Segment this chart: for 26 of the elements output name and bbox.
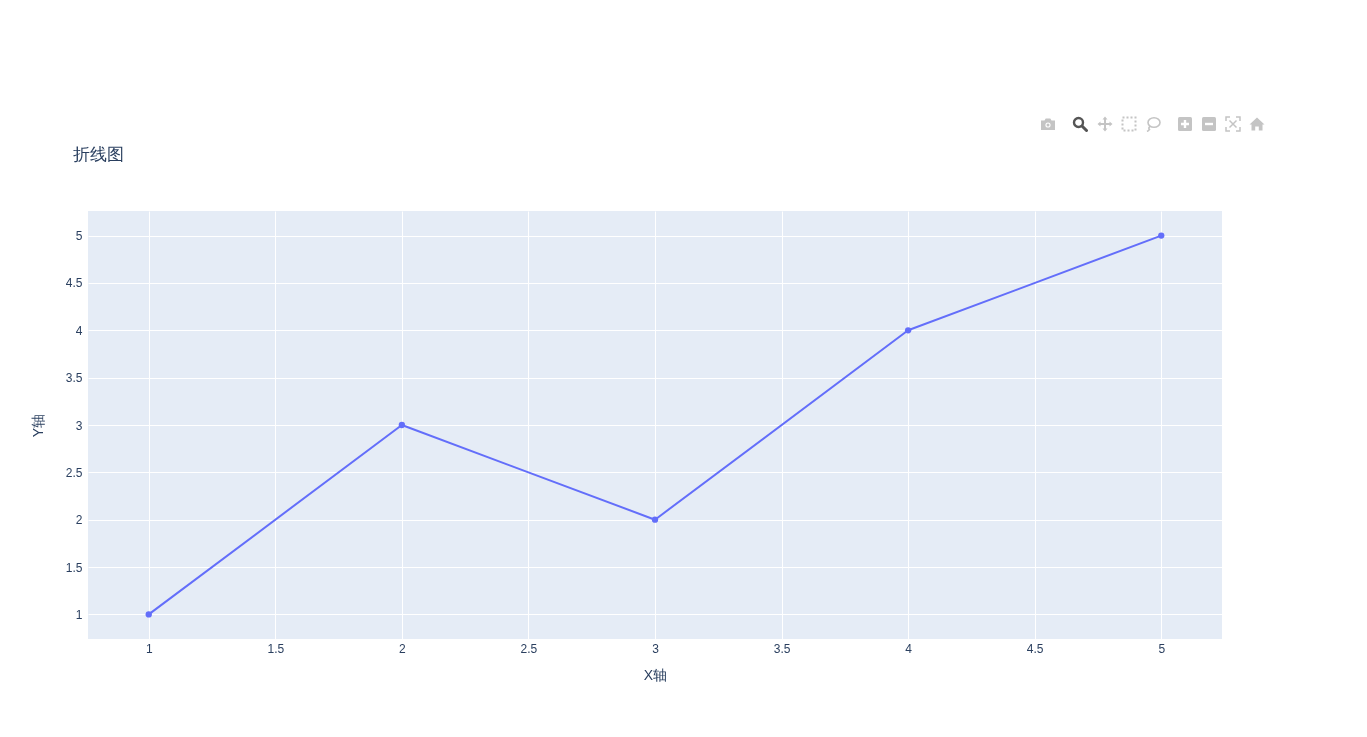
chart-title: 折线图 xyxy=(73,145,124,164)
y-tick-label: 4 xyxy=(75,323,83,338)
y-tick-label: 3.5 xyxy=(65,371,83,386)
x-tick-label: 2 xyxy=(399,641,407,656)
point xyxy=(145,611,152,618)
x-tick-label: 2.5 xyxy=(520,641,538,656)
point xyxy=(904,327,912,334)
y-tick-label: 5 xyxy=(75,229,83,244)
y-tick-label: 1 xyxy=(75,607,83,622)
x-tick-label: 4.5 xyxy=(1026,641,1044,656)
x-tick-label: 3 xyxy=(652,641,660,656)
x-axis-title: X轴 xyxy=(643,666,668,683)
point xyxy=(398,421,406,429)
y-tick-label: 1.5 xyxy=(65,560,83,575)
x-tick-label: 3.5 xyxy=(773,641,791,656)
x-tick-label: 4 xyxy=(905,641,913,656)
x-tick-label: 5 xyxy=(1158,641,1166,656)
y-axis-title: Y轴 xyxy=(29,413,46,438)
y-tick-label: 2.5 xyxy=(65,465,83,480)
y-tick-label: 4.5 xyxy=(65,276,83,291)
point xyxy=(651,516,659,523)
x-tick-label: 1 xyxy=(145,641,153,656)
point xyxy=(1158,232,1165,239)
y-tick-label: 3 xyxy=(75,418,83,433)
x-tick-label: 1.5 xyxy=(267,641,285,656)
y-tick-label: 2 xyxy=(75,513,83,528)
